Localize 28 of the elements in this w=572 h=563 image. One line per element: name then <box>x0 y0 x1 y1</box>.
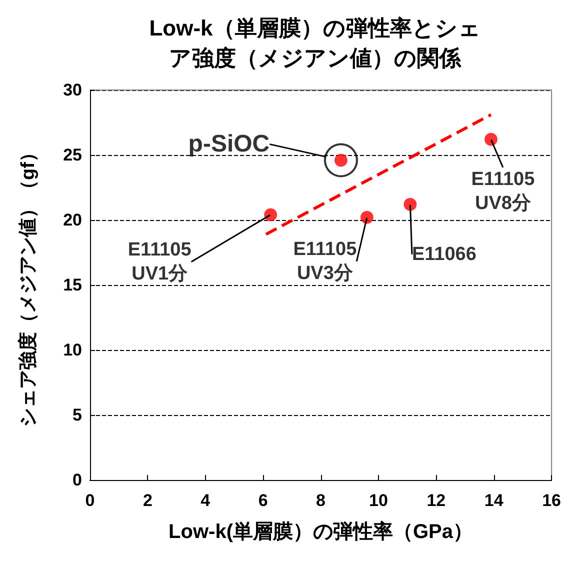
y-axis-title: シェア強度（メジアン値）（gf） <box>17 143 39 427</box>
point <box>404 198 417 211</box>
x-tick-label: 12 <box>426 491 446 510</box>
x-tick-label: 16 <box>542 491 562 510</box>
x-axis-title: Low-k(単層膜）の弾性率（GPa） <box>168 520 473 543</box>
point <box>484 132 498 146</box>
y-tick-label: 25 <box>63 146 82 164</box>
x-tick-label: 6 <box>258 491 268 510</box>
annotation: E11105 UV3分 <box>293 238 358 284</box>
y-tick-label: 10 <box>63 340 82 360</box>
x-tick-label: 2 <box>142 491 152 510</box>
y-tick-label: 0 <box>72 470 82 490</box>
x-tick-label: 0 <box>85 491 95 510</box>
annotation: E11105 UV1分 <box>128 239 192 284</box>
y-tick-label: 20 <box>63 210 82 230</box>
point <box>264 208 278 222</box>
y-tick-label: 5 <box>72 406 82 424</box>
chart-title: Low-k（単層膜）の弾性率とシェア強度（メジアン値）の関係 <box>149 16 481 70</box>
x-tick-label: 8 <box>316 491 326 510</box>
x-tick-label: 10 <box>369 491 388 510</box>
y-tick-label: 30 <box>63 80 82 100</box>
annotation: p-SiOC <box>188 130 270 158</box>
point <box>360 210 374 224</box>
y-tick-label: 15 <box>63 276 82 294</box>
x-tick-label: 14 <box>484 491 504 510</box>
x-tick-label: 4 <box>200 491 211 510</box>
annotation: E11105 UV8分 <box>471 168 536 214</box>
annotation: E11066 <box>412 244 476 265</box>
